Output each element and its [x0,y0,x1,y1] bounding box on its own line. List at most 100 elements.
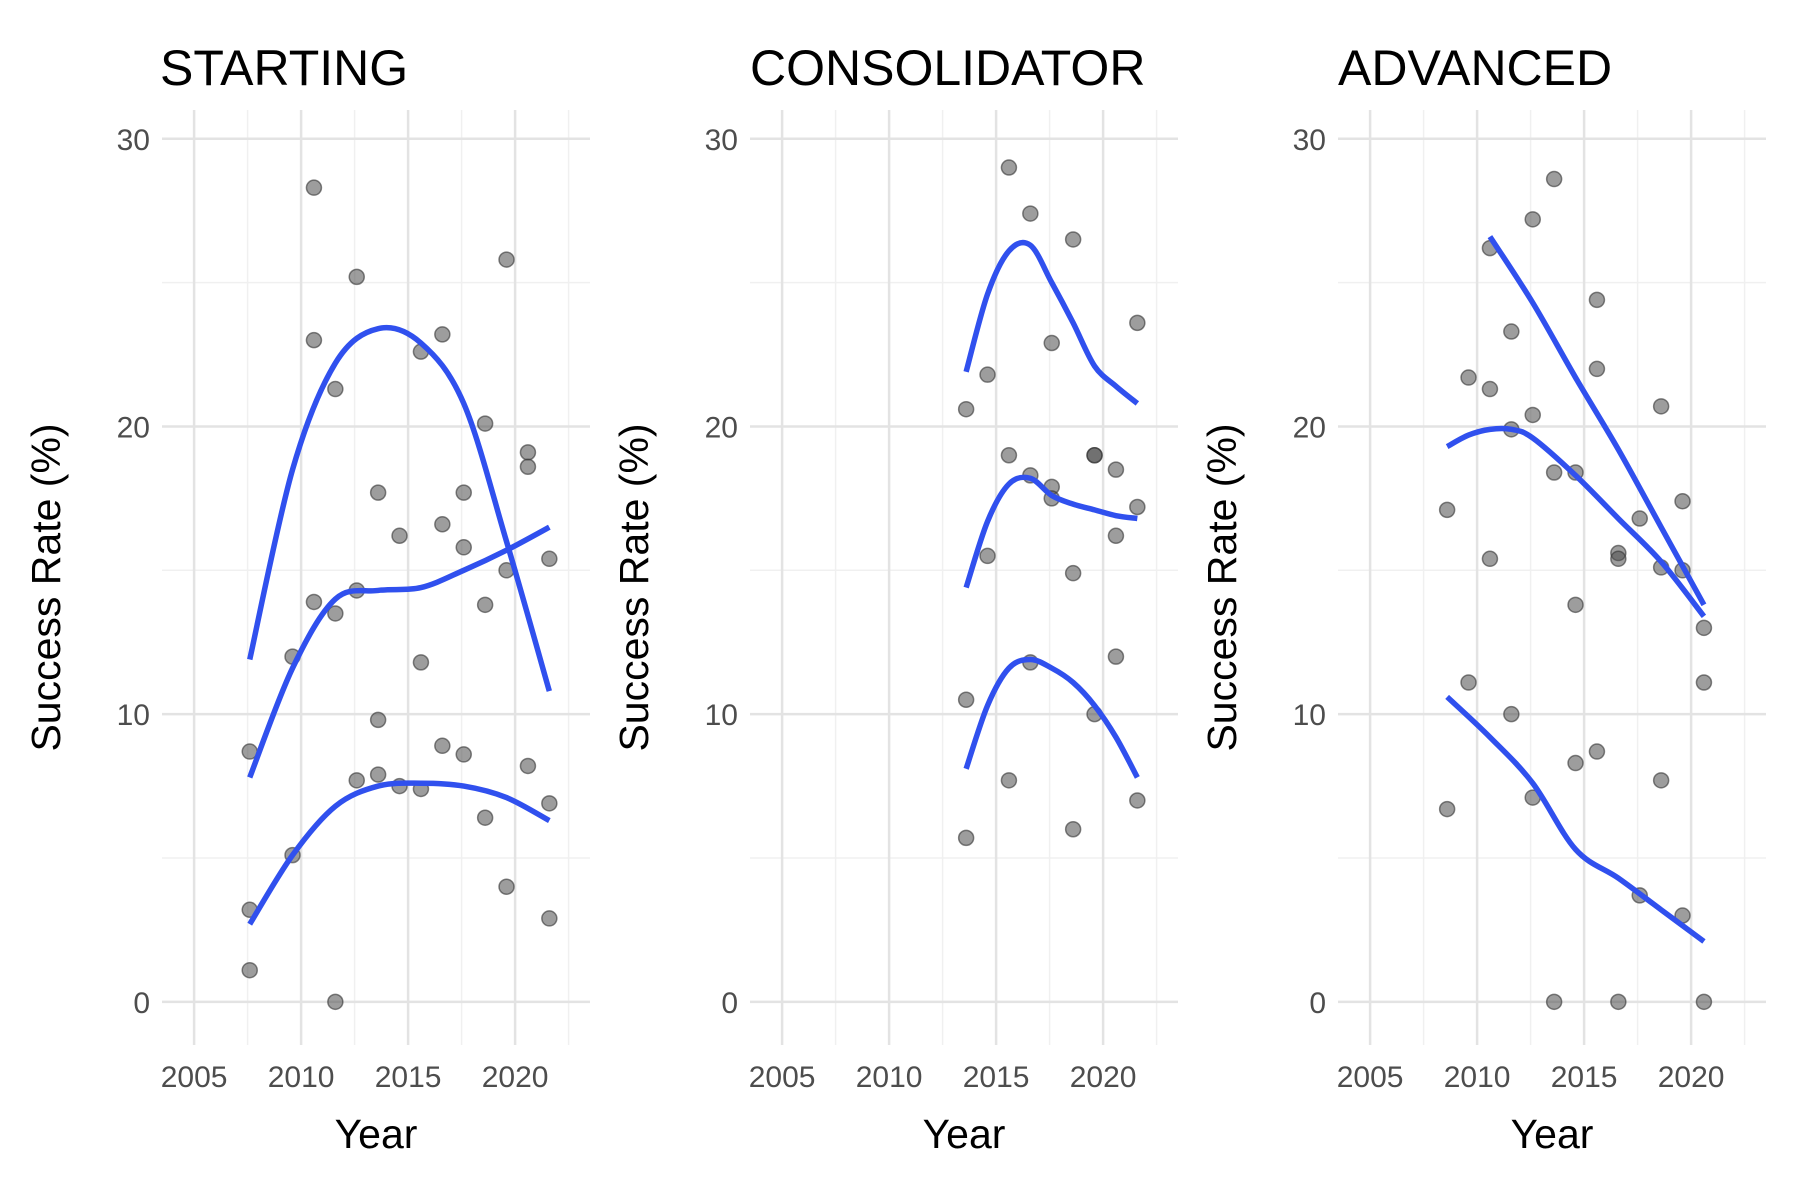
data-point [979,366,996,383]
data-point [541,550,558,568]
data-point [1503,323,1520,340]
data-point [1524,406,1541,424]
data-point [476,596,494,614]
y-tick-label: 10 [117,699,150,732]
smooth-line-3 [247,780,551,926]
data-point [1695,993,1713,1011]
data-point [1567,596,1584,614]
y-axis-title: Success Rate (%) [23,423,69,751]
data-point [1652,772,1670,789]
data-point [1460,369,1477,386]
panel-title: CONSOLIDATOR [750,40,1145,96]
y-tick-label: 20 [705,411,738,444]
data-point [1610,993,1627,1011]
x-tick-label: 2015 [963,1061,1030,1094]
data-point [1107,527,1125,545]
data-point [1064,231,1082,248]
data-point [519,458,537,475]
x-tick-label: 2020 [482,1061,549,1094]
data-point [1022,205,1039,222]
panel-consolidator: 0 10 20 30 2005 2010 2015 2020 CONSOLIDATOR Year S… [611,40,1178,1157]
x-tick-label: 2020 [1658,1061,1725,1094]
data-point [1129,498,1146,516]
data-point [369,711,387,729]
data-point [434,326,451,343]
data-point [541,795,558,812]
panel-starting: 0 10 20 30 2005 2010 2015 2020 STARTING Year Succe… [23,40,590,1157]
data-point [1129,314,1146,332]
x-tick-label: 2015 [375,1061,442,1094]
data-point [1524,211,1541,228]
data-point [957,829,975,847]
data-point [348,268,365,286]
data-point [305,179,323,196]
data-point [455,539,472,556]
y-tick-label: 10 [1293,699,1326,732]
y-axis-title: Success Rate (%) [611,423,657,751]
data-point [305,593,323,611]
data-point [434,516,451,533]
data-point [1438,501,1456,519]
y-tick-label: 30 [705,124,738,157]
data-point [476,809,494,826]
data-point [1460,674,1477,691]
y-tick-label: 30 [1293,124,1326,157]
data-point [519,444,537,461]
smooth-line-1 [963,239,1140,406]
data-point [1567,754,1584,772]
data-point [327,993,344,1011]
data-point [1481,380,1499,398]
data-point [1000,159,1018,176]
data-point [979,547,996,565]
x-tick-label: 2010 [1444,1061,1511,1094]
x-axis-title: Year [335,1111,418,1157]
data-point [1545,993,1563,1011]
y-tick-label: 20 [117,411,150,444]
data-point [1064,564,1082,582]
data-point [1695,619,1713,637]
data-point [241,961,258,979]
data-point [957,400,975,418]
data-point [498,251,515,268]
x-axis-title: Year [1511,1111,1594,1157]
y-tick-label: 30 [117,124,150,157]
data-point [1610,550,1627,568]
data-point [1695,674,1713,691]
data-point [434,737,451,755]
data-point [1481,550,1499,568]
smooth-line-2 [1445,425,1707,619]
data-point [455,484,472,501]
x-tick-label: 2015 [1551,1061,1618,1094]
panel-advanced: 0 10 20 30 2005 2010 2015 2020 ADVANCED Year Succe… [1199,40,1766,1157]
y-tick-label: 0 [1309,987,1326,1020]
smooth-line-1 [247,324,552,692]
data-point [1545,170,1563,188]
y-tick-label: 10 [705,699,738,732]
y-axis-title: Success Rate (%) [1199,423,1245,751]
y-tick-label: 20 [1293,411,1326,444]
data-point [455,746,472,763]
data-point [1674,493,1691,510]
data-point [1652,398,1670,415]
data-point [476,415,494,432]
data-point [1107,648,1125,665]
data-point [1631,510,1648,527]
data-point [1043,334,1060,352]
data-point [391,527,408,545]
data-point [1086,446,1103,464]
data-point [327,605,344,622]
data-point [1000,446,1018,464]
data-point [305,331,323,349]
data-point [1107,461,1125,478]
x-tick-label: 2010 [856,1061,923,1094]
data-point [1129,792,1146,809]
smooth-line-1 [1487,235,1707,607]
smooth-line-3 [963,656,1140,779]
smooth-line-2 [247,524,551,779]
data-point [369,484,387,501]
data-point [1000,772,1018,789]
smooth-line-3 [1445,694,1706,944]
x-tick-label: 2005 [1337,1061,1404,1094]
data-point [1588,360,1606,378]
